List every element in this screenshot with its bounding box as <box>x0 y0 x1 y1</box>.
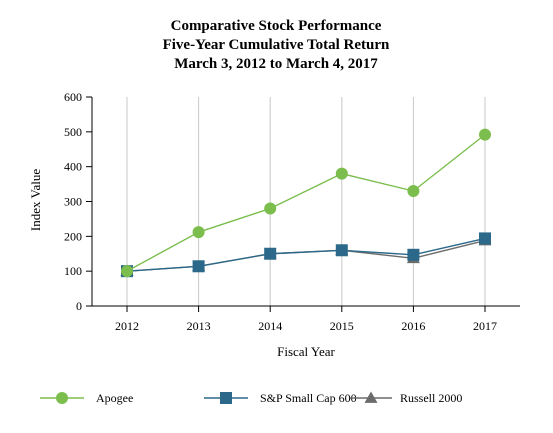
y-tick-label-500: 500 <box>64 125 82 139</box>
series-apogee <box>121 128 491 278</box>
legend-item-apogee: Apogee <box>40 391 133 405</box>
legend: Apogee S&P Small Cap 600 Russell 2000 <box>40 391 462 405</box>
chart-title-line-2: Five-Year Cumulative Total Return <box>163 37 390 53</box>
legend-item-russell-2000: Russell 2000 <box>350 391 462 405</box>
chart-title-line-1: Comparative Stock Performance <box>171 18 382 34</box>
y-tick-label-300: 300 <box>64 195 82 209</box>
x-tick-label-2015: 2015 <box>330 319 354 333</box>
point-apogee-2013 <box>192 226 205 239</box>
point-s-p-small-cap-600-2015 <box>335 244 348 257</box>
legend-label-s-p-small-cap-600: S&P Small Cap 600 <box>260 391 357 405</box>
series-russell-2000 <box>120 234 492 277</box>
y-axis-label: Index Value <box>28 169 43 231</box>
series-line-apogee <box>126 134 486 272</box>
chart-title: Comparative Stock Performance Five-Year … <box>163 18 390 72</box>
legend-label-apogee: Apogee <box>96 391 133 405</box>
x-tick-label-2014: 2014 <box>258 319 282 333</box>
point-s-p-small-cap-600-2014 <box>264 247 277 260</box>
vertical-gridlines <box>126 97 486 306</box>
legend-marker-apogee <box>56 392 68 404</box>
series-line-russell-2000 <box>126 239 486 272</box>
legend-label-russell-2000: Russell 2000 <box>400 391 462 405</box>
series-s-p-small-cap-600 <box>121 232 491 278</box>
point-s-p-small-cap-600-2016 <box>407 248 420 261</box>
point-apogee-2016 <box>407 185 420 198</box>
x-tick-label-2016: 2016 <box>401 319 425 333</box>
x-tick-label-2012: 2012 <box>115 319 139 333</box>
point-apogee-2015 <box>335 167 348 180</box>
point-apogee-2012 <box>121 265 133 278</box>
chart-title-line-3: March 3, 2012 to March 4, 2017 <box>174 56 378 72</box>
series-group <box>120 128 492 278</box>
x-tick-label-2013: 2013 <box>187 319 211 333</box>
series-line-s-p-small-cap-600 <box>126 237 486 272</box>
y-tick-label-200: 200 <box>64 229 82 243</box>
y-tick-labels: 0 100 200 300 400 500 600 <box>64 90 82 313</box>
x-tick-label-2017: 2017 <box>473 319 497 333</box>
x-tick-labels: 2012 2013 2014 2015 2016 2017 <box>115 319 497 333</box>
y-tick-label-100: 100 <box>64 264 82 278</box>
point-apogee-2014 <box>264 202 277 215</box>
legend-marker-russell-2000 <box>364 391 378 403</box>
point-apogee-2017 <box>479 128 491 141</box>
legend-item-s-p-small-cap-600: S&P Small Cap 600 <box>204 391 357 405</box>
y-tick-label-0: 0 <box>76 299 82 313</box>
point-s-p-small-cap-600-2013 <box>192 260 205 273</box>
axes <box>86 96 520 312</box>
point-s-p-small-cap-600-2017 <box>479 232 491 245</box>
y-tick-label-400: 400 <box>64 160 82 174</box>
y-tick-label-600: 600 <box>64 90 82 104</box>
legend-marker-s-p-small-cap-600 <box>220 392 232 404</box>
x-axis-label: Fiscal Year <box>277 344 335 359</box>
